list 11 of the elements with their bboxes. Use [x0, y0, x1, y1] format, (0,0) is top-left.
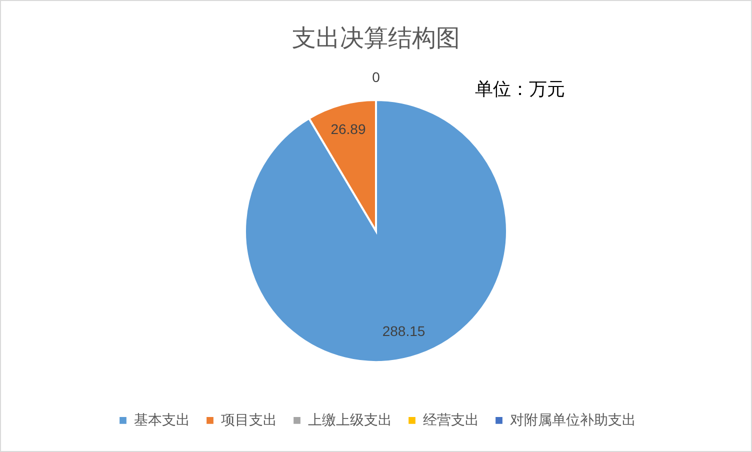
legend-label: 上缴上级支出 [308, 411, 392, 428]
text: 0 [372, 69, 380, 85]
data-label: 26.89 [330, 120, 366, 137]
legend-label: 项目支出 [221, 411, 277, 428]
text: 单位：万元 [475, 78, 565, 101]
data-label: 288.15 [382, 323, 426, 340]
legend-label: 基本支出 [134, 411, 190, 428]
chart-title: 支出决算结构图 [292, 25, 460, 52]
legend-label: 对附属单位补助支出 [510, 411, 636, 428]
pie-slice [244, 99, 508, 363]
legend-label: 经营支出 [423, 411, 479, 428]
